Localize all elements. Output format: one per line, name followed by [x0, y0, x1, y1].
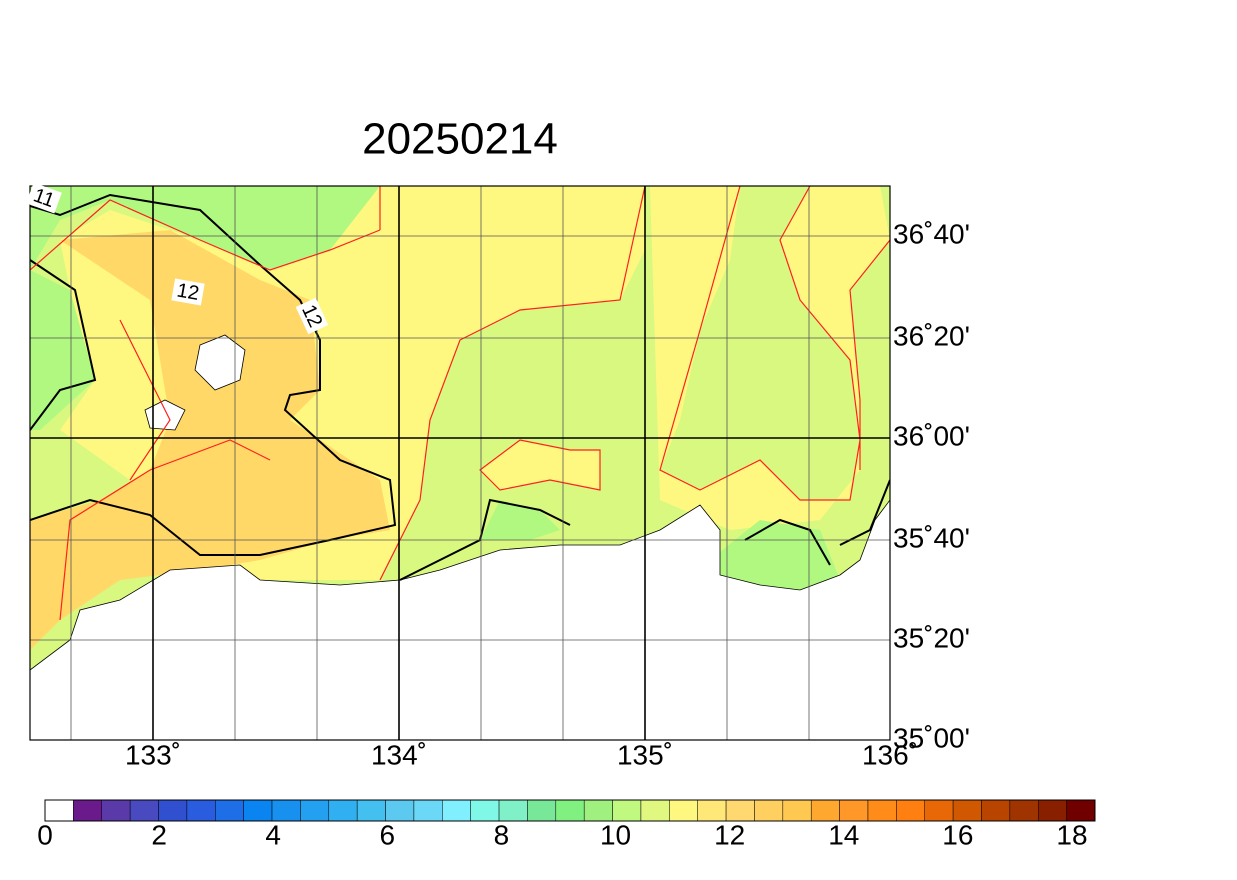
longitude-label: 135˚	[617, 739, 673, 770]
map	[29, 185, 891, 741]
colorbar-box	[356, 799, 386, 822]
colorbar-box	[442, 799, 471, 822]
graticule-major	[30, 186, 890, 740]
colorbar-label: 4	[265, 819, 281, 850]
sea-yellow-east	[650, 186, 890, 530]
colorbar-box	[669, 799, 698, 822]
sea-orange-west	[30, 230, 390, 650]
colorbar-frame	[44, 799, 1096, 822]
island	[144, 399, 186, 431]
colorbar-box	[215, 799, 244, 822]
colorbar-box	[470, 799, 500, 822]
colorbar-label: 18	[1056, 819, 1087, 850]
colorbar-box	[73, 799, 103, 822]
longitude-label: 134˚	[371, 739, 427, 770]
colorbar-box	[527, 799, 557, 822]
land	[30, 499, 890, 740]
contour-label-bg	[171, 278, 205, 306]
colorbar-label: 0	[37, 819, 53, 850]
colorbar-label: 16	[942, 819, 973, 850]
longitude-label: 133˚	[125, 739, 181, 770]
colorbar-box	[158, 799, 188, 822]
latitude-label: 36˚20'	[893, 320, 970, 351]
colorbar-box	[1009, 799, 1039, 822]
island	[194, 334, 246, 391]
colorbar-box	[101, 799, 131, 822]
colorbar-label: 14	[828, 819, 859, 850]
contour-line	[30, 259, 97, 431]
colorbar-label: 8	[494, 819, 510, 850]
colorbar-box	[271, 799, 301, 822]
sea-green-west	[30, 270, 95, 430]
colorbar-box	[810, 799, 840, 822]
colorbar-box	[44, 799, 74, 822]
colorbar-box	[725, 799, 755, 822]
colorbar-box	[754, 799, 784, 822]
colorbar-box	[300, 799, 330, 822]
colorbar-box	[555, 799, 585, 822]
colorbar-box	[839, 799, 869, 822]
colorbar-label: 12	[714, 819, 745, 850]
colorbar-box	[498, 799, 528, 822]
longitude-label: 136˚	[862, 739, 918, 770]
colorbar-box	[640, 799, 670, 822]
latitude-label: 35˚20'	[893, 622, 970, 653]
colorbar-box	[612, 799, 642, 822]
sea-yellow-patch	[480, 440, 600, 490]
colorbar-box	[328, 799, 358, 822]
colorbar-box	[981, 799, 1011, 822]
colorbar-box	[782, 799, 812, 822]
latitude-label: 36˚00'	[893, 420, 970, 451]
latitude-label: 36˚40'	[893, 218, 970, 249]
colorbar-box	[1037, 799, 1067, 822]
map-title: 20250214	[362, 115, 558, 164]
colorbar-box	[243, 799, 273, 822]
colorbar-label: 6	[380, 819, 396, 850]
graticule-minor	[30, 186, 890, 740]
contour-label: 12	[171, 278, 205, 306]
colorbar-box	[413, 799, 443, 822]
colorbar-box	[1066, 799, 1096, 822]
colorbar-box	[186, 799, 216, 822]
colorbar-box	[952, 799, 982, 822]
contour-label-bg	[295, 297, 329, 335]
colorbar-box	[385, 799, 415, 822]
contour-label-text: 12	[175, 280, 201, 306]
colorbar-box	[697, 799, 727, 822]
contour-line	[399, 498, 571, 581]
colorbar-box	[583, 799, 613, 822]
colorbar-box	[129, 799, 159, 822]
contour-label: 11	[26, 182, 62, 214]
colorbar-box	[924, 799, 954, 822]
colorbar-box	[896, 799, 925, 822]
latitude-label: 35˚00'	[893, 722, 970, 753]
latitude-label: 35˚40'	[893, 522, 970, 553]
map-frame	[29, 185, 891, 741]
sea-green-north	[30, 186, 380, 270]
contour-label-bg	[26, 182, 62, 214]
colorbar-label: 10	[600, 819, 631, 850]
colorbar-label: 2	[151, 819, 167, 850]
colorbar-box	[867, 799, 897, 822]
contour-line	[30, 193, 397, 556]
